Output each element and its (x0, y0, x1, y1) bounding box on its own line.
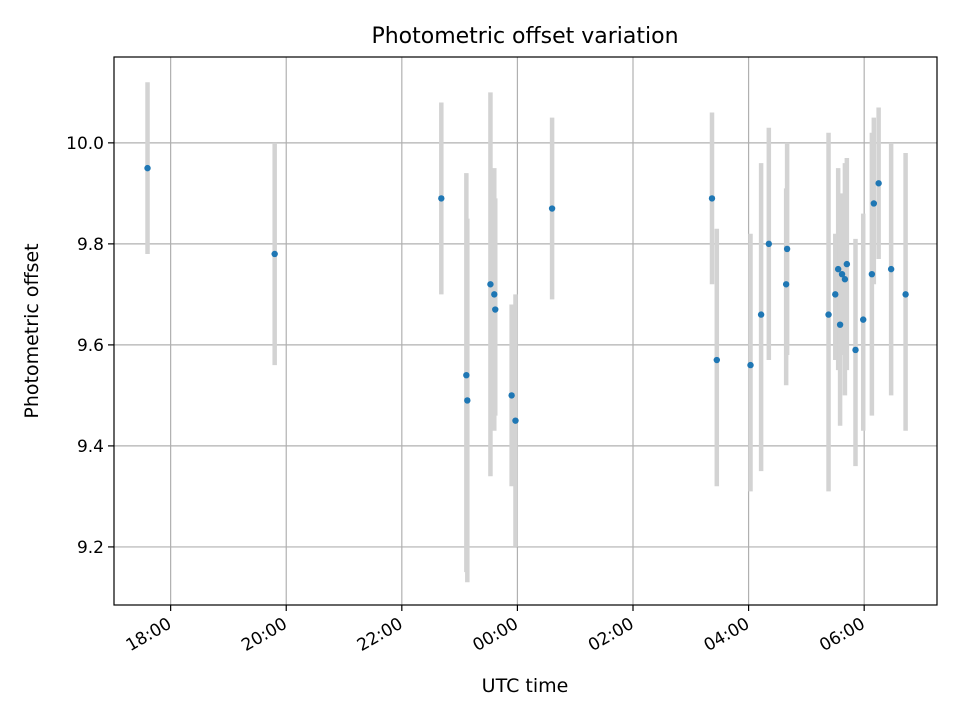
y-tick-label: 9.2 (77, 538, 104, 558)
data-points (144, 164, 909, 424)
data-point (463, 371, 470, 379)
data-point (508, 392, 515, 399)
y-axis: 9.2 9.4 9.6 9.8 10.0 (66, 134, 114, 558)
data-point (870, 200, 878, 207)
data-point (902, 291, 909, 298)
data-point (487, 281, 494, 288)
data-point (875, 180, 882, 187)
data-point (492, 306, 499, 313)
data-point (765, 240, 773, 248)
y-tick-label: 9.6 (77, 336, 104, 356)
data-point (271, 250, 278, 258)
data-point (860, 316, 867, 323)
data-point (713, 356, 721, 364)
data-point (832, 291, 839, 298)
data-point (838, 270, 846, 278)
plot-frame (113, 56, 938, 606)
chart-title: Photometric offset variation (371, 24, 678, 49)
data-point (438, 195, 445, 202)
data-point (144, 164, 151, 172)
data-point (834, 265, 842, 273)
data-point (783, 245, 791, 253)
x-axis-label: UTC time (482, 675, 569, 697)
data-point (836, 321, 844, 328)
y-axis-label: Photometric offset (21, 243, 43, 418)
data-point (887, 265, 895, 273)
y-tick-label: 10.0 (66, 134, 104, 154)
data-point (825, 311, 832, 318)
data-point (852, 346, 859, 354)
data-point (548, 205, 556, 212)
data-point (868, 270, 876, 278)
data-point (757, 311, 765, 318)
data-point (491, 291, 498, 298)
data-point (843, 260, 851, 268)
data-point (747, 361, 754, 369)
y-tick-label: 9.8 (77, 235, 104, 255)
data-point (464, 397, 471, 404)
data-point (708, 195, 716, 202)
data-point (512, 417, 519, 424)
data-point (782, 281, 790, 288)
y-tick-label: 9.4 (77, 437, 104, 457)
data-point (841, 276, 849, 283)
